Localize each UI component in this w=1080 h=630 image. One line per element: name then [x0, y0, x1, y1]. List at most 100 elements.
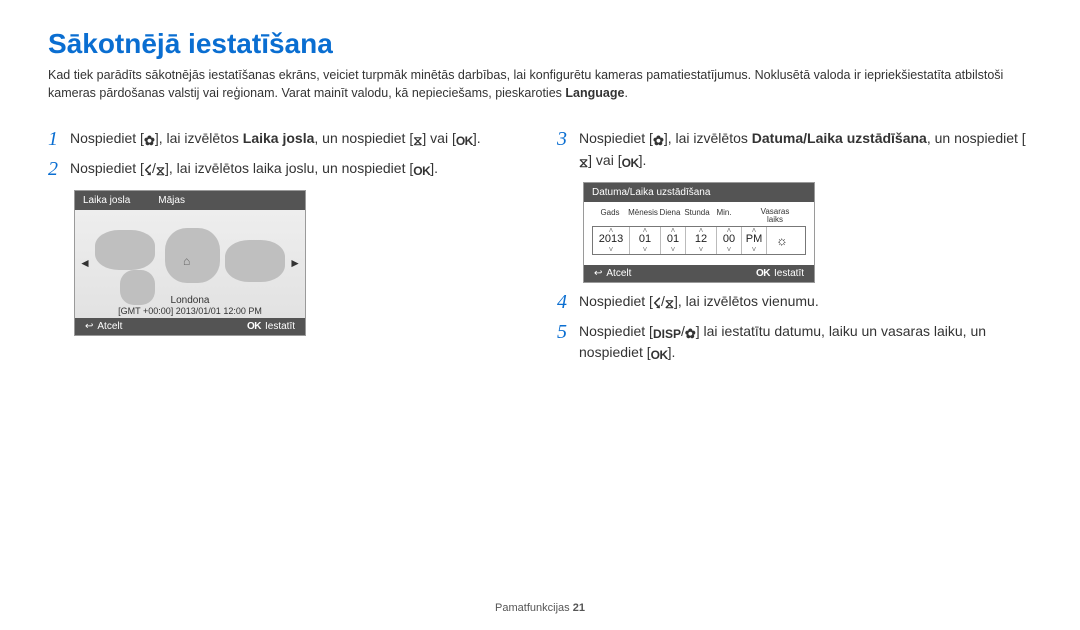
label-hour: Stunda — [682, 208, 712, 224]
ok-icon: OK — [456, 134, 473, 148]
cancel-button[interactable]: Atcelt — [594, 268, 631, 279]
label-min: Min. — [712, 208, 736, 224]
text: ]. — [473, 130, 481, 146]
intro-language-bold: Language — [565, 86, 624, 100]
step-body: Nospiediet [/], lai izvēlētos laika josl… — [70, 158, 523, 180]
ok-button[interactable]: OK Iestatīt — [756, 268, 804, 279]
gmt-label: [GMT +00:00] 2013/01/01 12:00 PM — [118, 306, 262, 316]
header-left: Laika josla — [83, 195, 130, 206]
manual-page: Sākotnējā iestatīšana Kad tiek parādīts … — [0, 0, 1080, 630]
datetime-screen: Datuma/Laika uzstādīšana Gads Mēnesis Di… — [583, 182, 815, 283]
back-icon — [85, 321, 93, 332]
step-body: Nospiediet [DISP/] lai iestatītu datumu,… — [579, 321, 1032, 364]
next-arrow-icon[interactable]: ► — [289, 256, 301, 270]
label-month: Mēnesis — [628, 208, 658, 224]
step-1: 1 Nospiediet [ ], lai izvēlētos Laika jos… — [48, 128, 523, 150]
home-marker-icon: ⌂ — [183, 254, 190, 268]
page-title: Sākotnējā iestatīšana — [48, 28, 1032, 60]
content-columns: 1 Nospiediet [ ], lai izvēlētos Laika jos… — [48, 120, 1032, 370]
city-label: Londona — [75, 295, 305, 306]
macro-icon — [653, 134, 664, 148]
ok-label: Iestatīt — [774, 268, 804, 279]
map-landmass — [95, 230, 155, 270]
ok-icon: OK — [651, 348, 668, 362]
step-body: Nospiediet [ ], lai izvēlētos Laika josla… — [70, 128, 523, 150]
intro-text-c: . — [624, 86, 627, 100]
dt-value-row: ˄2013˅ ˄01˅ ˄01˅ ˄12˅ ˄00˅ ˄PM˅ ☼ — [592, 226, 806, 255]
left-column: 1 Nospiediet [ ], lai izvēlētos Laika jos… — [48, 120, 523, 370]
step-4: 4 Nospiediet [/], lai izvēlētos vienumu. — [557, 291, 1032, 313]
page-number: 21 — [573, 602, 585, 614]
text: Nospiediet [ — [579, 293, 653, 309]
text: Nospiediet [ — [70, 160, 144, 176]
header-right: Mājas — [158, 195, 185, 206]
ok-icon: OK — [413, 164, 430, 178]
step-number: 5 — [557, 321, 579, 364]
text: ]. — [639, 152, 647, 168]
cell-min[interactable]: ˄00˅ — [717, 227, 742, 254]
text: ] vai [ — [588, 152, 621, 168]
text: Nospiediet [ — [579, 130, 653, 146]
back-icon — [594, 268, 602, 279]
timer-icon — [579, 156, 588, 170]
label-day: Diena — [658, 208, 682, 224]
cell-month[interactable]: ˄01˅ — [630, 227, 661, 254]
footer-section: Pamatfunkcijas — [495, 602, 573, 614]
page-footer: Pamatfunkcijas 21 — [0, 602, 1080, 614]
ok-icon: OK — [756, 268, 770, 279]
timezone-screen: Laika josla Mājas ⌂ ◄ ► Londona [GMT +00… — [74, 190, 306, 336]
dst-icon: ☼ — [776, 233, 788, 248]
timer-icon — [156, 164, 165, 178]
right-column: 3 Nospiediet [ ], lai izvēlētos Datuma/La… — [557, 120, 1032, 370]
screen-header: Laika josla Mājas — [75, 191, 305, 210]
step-number: 2 — [48, 158, 70, 180]
macro-icon — [685, 327, 696, 341]
text: , un nospiediet [ — [927, 130, 1026, 146]
step-2: 2 Nospiediet [/], lai izvēlētos laika jo… — [48, 158, 523, 180]
map-landmass — [225, 240, 285, 282]
flash-icon — [653, 296, 661, 311]
bold-text: Datuma/Laika uzstādīšana — [752, 130, 927, 146]
screen-header: Datuma/Laika uzstādīšana — [584, 183, 814, 202]
timer-icon — [413, 134, 422, 148]
prev-arrow-icon[interactable]: ◄ — [79, 256, 91, 270]
ok-icon: OK — [247, 321, 261, 332]
label-year: Gads — [592, 208, 628, 224]
ok-icon: OK — [622, 156, 639, 170]
bold-text: Laika josla — [243, 130, 315, 146]
text: Nospiediet [ — [70, 130, 144, 146]
text: ]. — [430, 160, 438, 176]
intro-paragraph: Kad tiek parādīts sākotnējās iestatīšana… — [48, 66, 1032, 102]
ok-button[interactable]: OK Iestatīt — [247, 321, 295, 332]
map-caption: Londona [GMT +00:00] 2013/01/01 12:00 PM — [75, 295, 305, 316]
step-body: Nospiediet [ ], lai izvēlētos Datuma/Laik… — [579, 128, 1032, 171]
text: ], lai izvēlētos — [155, 130, 243, 146]
text: ] vai [ — [422, 130, 455, 146]
text: ], lai izvēlētos vienumu. — [674, 293, 819, 309]
datetime-editor: Gads Mēnesis Diena Stunda Min. Vasaras l… — [584, 202, 814, 265]
timer-icon — [665, 297, 674, 311]
label-dst: Vasaras laiks — [760, 208, 790, 224]
step-body: Nospiediet [/], lai izvēlētos vienumu. — [579, 291, 1032, 313]
screen-footer: Atcelt OK Iestatīt — [584, 265, 814, 282]
cell-hour[interactable]: ˄12˅ — [686, 227, 717, 254]
cancel-label: Atcelt — [606, 268, 631, 279]
cell-dst[interactable]: ☼ — [767, 227, 797, 254]
text: , un nospiediet [ — [314, 130, 413, 146]
text: ], lai izvēlētos — [664, 130, 752, 146]
cell-ampm[interactable]: ˄PM˅ — [742, 227, 767, 254]
step-number: 3 — [557, 128, 579, 171]
cell-year[interactable]: ˄2013˅ — [593, 227, 630, 254]
dt-column-labels: Gads Mēnesis Diena Stunda Min. Vasaras l… — [592, 208, 806, 224]
ok-label: Iestatīt — [265, 321, 295, 332]
cell-day[interactable]: ˄01˅ — [661, 227, 686, 254]
cancel-label: Atcelt — [97, 321, 122, 332]
world-map: ⌂ ◄ ► Londona [GMT +00:00] 2013/01/01 12… — [75, 210, 305, 318]
cancel-button[interactable]: Atcelt — [85, 321, 122, 332]
step-number: 1 — [48, 128, 70, 150]
header-title: Datuma/Laika uzstādīšana — [592, 187, 710, 198]
step-number: 4 — [557, 291, 579, 313]
text: Nospiediet [ — [579, 323, 653, 339]
text: ]. — [668, 344, 676, 360]
intro-text-a: Kad tiek parādīts sākotnējās iestatīšana… — [48, 68, 1003, 100]
